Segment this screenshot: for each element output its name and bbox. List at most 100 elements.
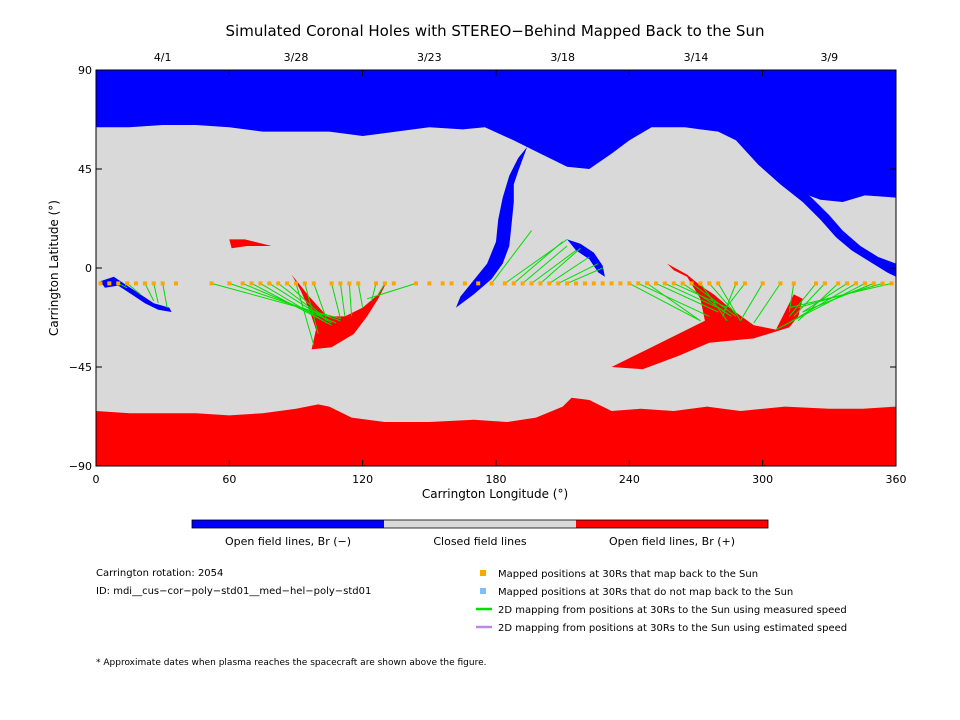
mapped-point bbox=[600, 281, 605, 286]
mapped-point bbox=[547, 281, 552, 286]
mapping-line bbox=[691, 282, 737, 317]
mapping-line bbox=[708, 283, 737, 315]
y-axis-label: Carrington Latitude (°) bbox=[47, 200, 61, 336]
x-axis-label: Carrington Longitude (°) bbox=[422, 487, 568, 501]
mapping-line bbox=[740, 283, 764, 322]
y-tick-label: 90 bbox=[78, 64, 92, 77]
mapped-point bbox=[742, 281, 747, 286]
mapped-point bbox=[618, 281, 623, 286]
mapped-point bbox=[671, 281, 676, 286]
x-axis: 0 60 120 180 240 300 360 bbox=[93, 70, 907, 486]
mapped-point bbox=[529, 281, 534, 286]
mapping-line bbox=[348, 283, 353, 317]
region-pos-hole-280 bbox=[611, 263, 803, 370]
region-neg-hole-east-extension bbox=[758, 164, 896, 277]
mapped-point bbox=[142, 281, 147, 286]
mapped-point bbox=[374, 281, 378, 286]
mapped-point bbox=[489, 281, 494, 286]
legend-label: 2D mapping from positions at 30Rs to the… bbox=[498, 623, 847, 634]
mapping-line bbox=[339, 283, 346, 317]
mapping-line bbox=[295, 283, 315, 346]
legend-label: Mapped positions at 30Rs that map back t… bbox=[498, 569, 758, 580]
mapped-point bbox=[391, 281, 396, 286]
x-tick-label: 60 bbox=[222, 473, 236, 486]
mapping-line bbox=[655, 282, 719, 313]
mapped-point bbox=[414, 281, 418, 286]
mapping-line bbox=[371, 283, 377, 302]
mapping-line bbox=[722, 283, 737, 317]
mapped-point bbox=[462, 281, 467, 286]
x-tick-label: 0 bbox=[93, 473, 100, 486]
mapped-point bbox=[285, 281, 290, 286]
region-north-polar-hole bbox=[96, 70, 896, 202]
mapped-point bbox=[382, 281, 387, 286]
mapped-point bbox=[689, 281, 694, 286]
mapping-line bbox=[162, 283, 168, 308]
y-tick-label: −90 bbox=[69, 460, 92, 473]
mapping-line bbox=[144, 283, 155, 302]
legend-marker bbox=[480, 570, 486, 576]
date-label: 3/18 bbox=[550, 51, 575, 64]
mapping-line bbox=[722, 283, 746, 313]
mapping-line bbox=[789, 282, 892, 309]
mapped-point bbox=[116, 281, 121, 286]
mapped-point bbox=[716, 281, 721, 286]
mapped-point bbox=[871, 281, 876, 286]
polarity-colorbar: Open field lines, Br (−) Closed field lin… bbox=[191, 519, 769, 548]
mapped-point bbox=[427, 281, 432, 286]
mapping-line bbox=[491, 230, 532, 284]
colorbar-label: Open field lines, Br (−) bbox=[225, 535, 351, 548]
region-pos-hole-north-small bbox=[229, 239, 272, 249]
mapped-point bbox=[520, 281, 525, 286]
mapped-point bbox=[591, 281, 596, 286]
mapping-line bbox=[304, 283, 319, 335]
mapping-line bbox=[717, 283, 741, 322]
mapped-point bbox=[502, 281, 507, 286]
mapping-line bbox=[313, 283, 328, 321]
mapped-point bbox=[698, 281, 703, 286]
date-label: 3/28 bbox=[284, 51, 309, 64]
mapped-point bbox=[338, 281, 343, 286]
mapping-line bbox=[286, 283, 328, 322]
mapping-lines bbox=[118, 230, 892, 346]
region-neg-hole-equator-0 bbox=[100, 276, 172, 312]
mapped-points bbox=[98, 281, 894, 286]
mapped-point bbox=[760, 281, 765, 286]
mapped-point bbox=[107, 281, 112, 286]
legend: Mapped positions at 30Rs that map back t… bbox=[476, 569, 847, 634]
mapping-line bbox=[229, 282, 341, 322]
colorbar-label: Closed field lines bbox=[433, 535, 527, 548]
mapped-point bbox=[302, 281, 307, 286]
mapped-point bbox=[636, 281, 641, 286]
mapping-line bbox=[802, 282, 874, 313]
mapping-line bbox=[522, 245, 568, 284]
mapped-point bbox=[822, 281, 827, 286]
mapped-point bbox=[98, 281, 103, 286]
mapped-point bbox=[440, 281, 445, 286]
mapped-point bbox=[258, 281, 263, 286]
mapping-line bbox=[802, 282, 848, 313]
colorbar-segment bbox=[576, 520, 768, 528]
mapped-point bbox=[240, 281, 245, 286]
mapped-point bbox=[294, 281, 298, 286]
legend-label: Mapped positions at 30Rs that do not map… bbox=[498, 587, 793, 598]
mapped-point bbox=[125, 281, 130, 286]
mapped-point bbox=[476, 281, 481, 286]
mapped-point bbox=[680, 281, 685, 286]
mapping-line bbox=[784, 282, 857, 326]
mapping-line bbox=[540, 247, 581, 284]
mapped-point bbox=[845, 281, 850, 286]
mapped-point bbox=[609, 281, 614, 286]
mapped-point bbox=[267, 281, 272, 286]
region-south-polar-hole bbox=[96, 397, 896, 466]
mapped-point bbox=[151, 281, 156, 286]
mapped-point bbox=[511, 281, 516, 286]
mapped-point bbox=[249, 281, 254, 286]
mapping-line bbox=[558, 263, 599, 284]
mapped-point bbox=[574, 281, 578, 286]
colorbar-segment bbox=[384, 520, 576, 528]
mapped-point bbox=[347, 281, 352, 286]
legend-marker bbox=[480, 588, 486, 594]
x-tick-label: 120 bbox=[352, 473, 373, 486]
